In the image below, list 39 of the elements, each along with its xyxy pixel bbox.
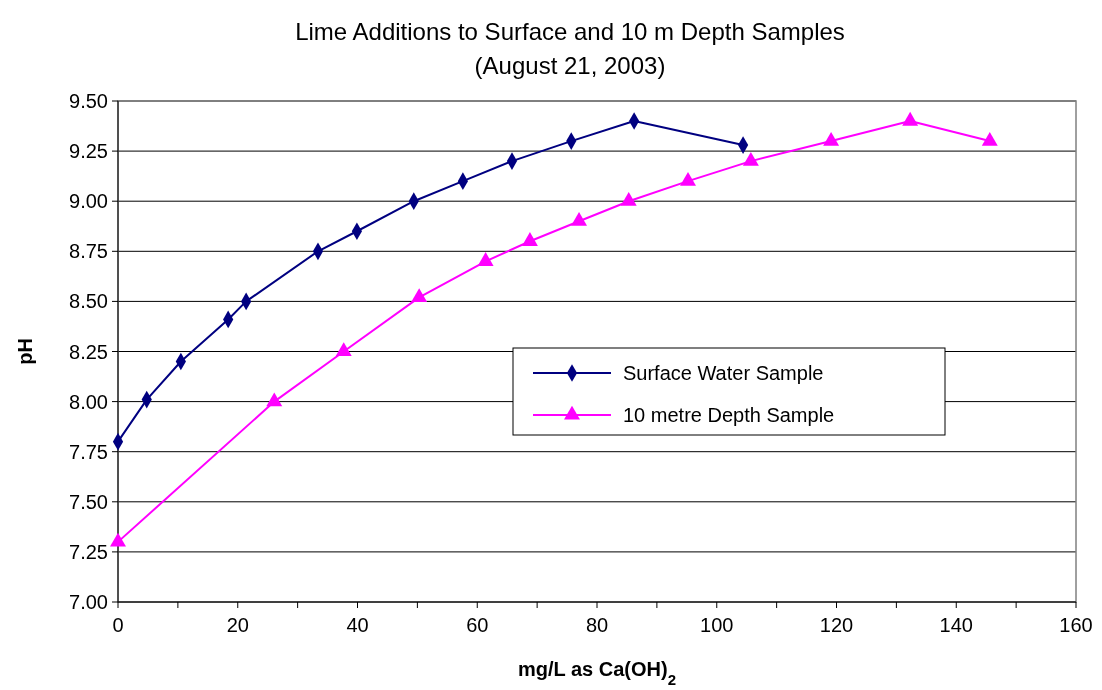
y-tick-label: 9.00	[69, 190, 108, 213]
x-tick-label: 20	[226, 614, 249, 636]
chart-title: Lime Additions to Surface and 10 m Depth Samples	[295, 18, 845, 45]
point	[266, 392, 283, 407]
x-tick-label: 80	[585, 614, 609, 636]
point	[521, 232, 538, 246]
x-tick-label: 160	[1059, 614, 1093, 636]
point	[902, 111, 919, 126]
y-tick-label: 7.50	[69, 490, 108, 513]
y-axis-title: pH	[14, 338, 36, 365]
legend-label: Surface Water Sample	[623, 362, 824, 384]
x-tick-label: 40	[346, 614, 369, 636]
point	[620, 192, 637, 206]
y-tick-label: 9.50	[69, 90, 108, 112]
point	[477, 252, 494, 266]
point	[411, 288, 428, 302]
y-tick-label: 7.00	[69, 591, 108, 613]
point	[571, 212, 588, 226]
y-tick-label: 9.25	[69, 140, 108, 163]
chart-subtitle: (August 21, 2003)	[474, 52, 666, 79]
point	[742, 151, 759, 166]
point	[981, 131, 998, 146]
y-tick-label: 8.75	[69, 240, 108, 263]
y-tick-label: 8.50	[69, 290, 108, 313]
y-tick-label: 8.00	[69, 390, 108, 413]
point	[823, 131, 840, 146]
x-axis-title: mg/L as Ca(OH)$_{2}$	[517, 658, 677, 688]
x-tick-label: 60	[466, 614, 489, 636]
y-tick-label: 7.25	[69, 540, 108, 563]
y-tick-label: 8.25	[69, 340, 108, 363]
point	[110, 532, 126, 547]
point	[680, 171, 696, 186]
y-tick-label: 7.75	[69, 440, 108, 463]
x-tick-label: 0	[112, 614, 124, 636]
x-tick-label: 120	[819, 614, 854, 636]
point	[335, 342, 352, 357]
legend-label: 10 metre Depth Sample	[623, 404, 835, 426]
x-tick-label: 100	[700, 614, 734, 636]
x-tick-label: 140	[939, 614, 973, 636]
